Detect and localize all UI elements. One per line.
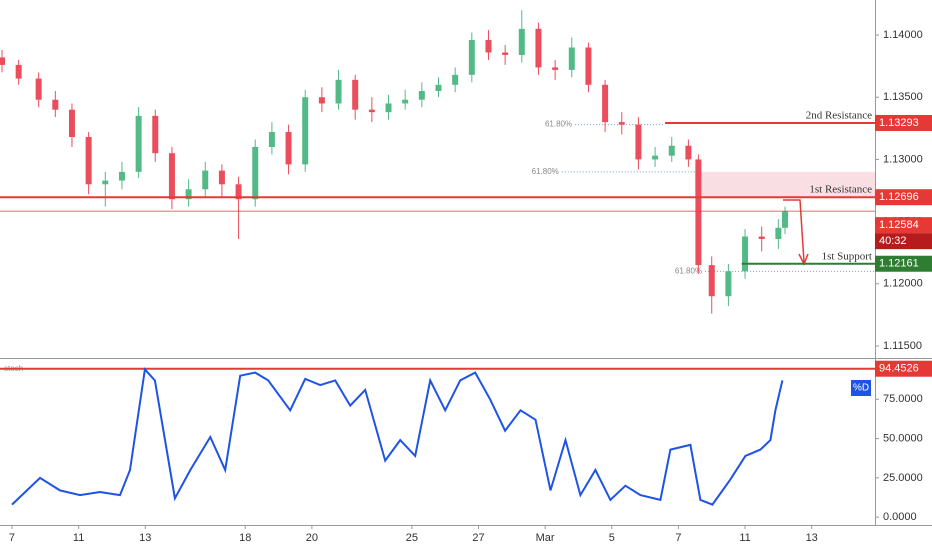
x-tick-label: 7 <box>675 532 681 544</box>
y-tick-label: 75.0000 <box>883 393 923 405</box>
arrow-line <box>783 199 805 263</box>
candle-body <box>695 159 702 266</box>
candle-body <box>652 155 659 160</box>
candle-body <box>152 115 159 154</box>
candle-body <box>52 99 59 110</box>
candle-body <box>418 91 425 100</box>
candle-body <box>368 109 375 113</box>
price-box-label: 1.13293 <box>879 117 919 129</box>
candle-body <box>708 265 715 297</box>
fib-label: 61.80% <box>532 167 559 176</box>
candle-body <box>452 74 459 85</box>
candle-body <box>218 170 225 185</box>
price-box-label: 40:32 <box>879 235 907 247</box>
candle-body <box>468 40 475 75</box>
candle-body <box>168 153 175 200</box>
resistance-zone <box>695 171 875 198</box>
candle-body <box>775 227 782 239</box>
x-tick-label: 25 <box>406 532 418 544</box>
y-tick-label: 1.12000 <box>883 278 923 290</box>
price-box <box>875 255 932 272</box>
candle-body <box>725 271 732 297</box>
x-tick-label: 11 <box>73 532 84 544</box>
legend-label: %D <box>853 383 869 394</box>
candle-body <box>268 132 275 147</box>
x-tick-label: 11 <box>739 532 750 544</box>
candle-body <box>485 40 492 53</box>
fib-label: 61.80% <box>545 120 572 129</box>
candle-body <box>318 97 325 104</box>
candle-body <box>568 47 575 70</box>
level-name: 2nd Resistance <box>806 110 872 122</box>
x-tick-label: Mar <box>536 532 555 544</box>
candle-body <box>742 236 749 272</box>
level-name: 1st Support <box>822 250 872 262</box>
y-tick-label: 1.13500 <box>883 91 923 103</box>
y-tick-label: 50.0000 <box>883 432 923 444</box>
candle-body <box>435 84 442 92</box>
x-tick-label: 13 <box>139 532 151 544</box>
legend-box <box>851 380 871 396</box>
candle-body <box>102 180 109 185</box>
price-box <box>875 114 932 131</box>
price-box-label: 1.12696 <box>879 191 919 203</box>
candle-body <box>552 67 559 70</box>
y-tick-label: 1.11500 <box>883 340 922 352</box>
candle-body <box>402 99 409 104</box>
stoch-line <box>11 367 784 506</box>
candle-body <box>85 137 92 185</box>
candle-body <box>252 146 259 200</box>
candle-body <box>618 122 625 125</box>
candle-body <box>385 103 392 113</box>
x-tick-label: 13 <box>806 532 818 544</box>
candle-body <box>502 52 509 55</box>
candle-body <box>535 28 542 68</box>
x-tick-label: 20 <box>306 532 318 544</box>
candle-body <box>668 145 675 156</box>
candle-body <box>118 171 125 181</box>
candle-body <box>602 84 609 123</box>
candle-body <box>135 115 142 172</box>
candle-body <box>0 57 5 65</box>
candle-body <box>585 47 592 85</box>
y-tick-label: 25.0000 <box>883 472 923 484</box>
candle-body <box>202 170 209 190</box>
price-box <box>875 233 932 250</box>
level-name: 1st Resistance <box>809 184 872 196</box>
fib-label: 61.80% <box>675 266 702 275</box>
candle-body <box>635 124 642 160</box>
price-box-label: 1.12161 <box>879 258 919 270</box>
candle-body <box>285 132 292 165</box>
price-box <box>875 189 932 206</box>
y-tick-label: 1.13000 <box>883 153 923 165</box>
candle-body <box>685 145 692 160</box>
price-box <box>875 217 932 234</box>
x-tick-label: 18 <box>239 532 251 544</box>
price-box-label: 1.12584 <box>879 219 919 231</box>
candle-body <box>302 97 309 165</box>
candle-body <box>758 236 765 239</box>
candle-body <box>352 79 359 110</box>
y-tick-label: 0.0000 <box>883 511 917 523</box>
candle-body <box>335 79 342 104</box>
candle-body <box>782 211 789 228</box>
x-tick-label: 5 <box>609 532 615 544</box>
candle-body <box>235 184 242 200</box>
y-tick-label: 1.14000 <box>883 29 923 41</box>
candle-body <box>35 78 42 100</box>
candle-body <box>15 64 22 79</box>
candle-body <box>68 109 75 138</box>
price-box-label: 94.4526 <box>879 363 919 375</box>
candle-body <box>185 189 192 200</box>
x-tick-label: 7 <box>9 532 15 544</box>
price-box <box>875 360 932 377</box>
candle-body <box>518 28 525 55</box>
x-tick-label: 27 <box>472 532 484 544</box>
